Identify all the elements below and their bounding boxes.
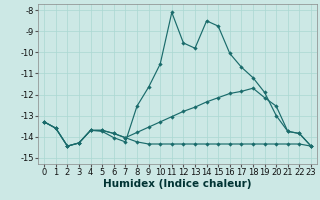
X-axis label: Humidex (Indice chaleur): Humidex (Indice chaleur)	[103, 179, 252, 189]
